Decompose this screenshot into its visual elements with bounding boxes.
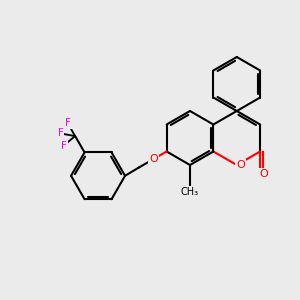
Text: F: F xyxy=(65,118,70,128)
Text: CH₃: CH₃ xyxy=(181,187,199,196)
Text: O: O xyxy=(236,160,245,170)
Text: O: O xyxy=(260,169,268,179)
Text: F: F xyxy=(61,141,67,151)
Text: F: F xyxy=(58,128,63,139)
Text: O: O xyxy=(149,154,158,164)
